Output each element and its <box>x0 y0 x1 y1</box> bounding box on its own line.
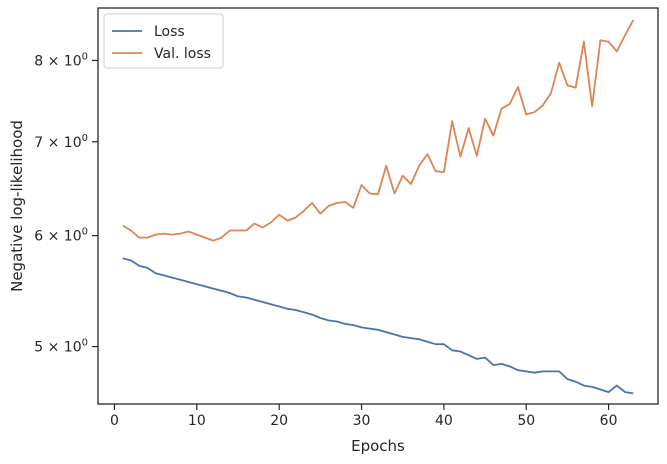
x-tick-label: 40 <box>435 413 453 429</box>
x-tick-label: 30 <box>353 413 371 429</box>
x-tick-label: 0 <box>110 413 119 429</box>
y-tick-label: 8 × 100 <box>34 51 88 69</box>
y-tick-label: 6 × 100 <box>34 227 88 245</box>
y-axis-ticks: 5 × 100 6 × 100 7 × 100 8 × 100 <box>34 51 98 356</box>
x-axis-ticks: 0 10 20 30 40 50 60 <box>110 404 618 429</box>
legend-label-val-loss: Val. loss <box>154 46 211 62</box>
x-tick-label: 50 <box>517 413 535 429</box>
y-tick-label: 5 × 100 <box>34 338 88 356</box>
legend-label-loss: Loss <box>154 24 185 40</box>
x-tick-label: 60 <box>600 413 618 429</box>
y-tick-label: 7 × 100 <box>34 133 88 151</box>
x-tick-label: 10 <box>188 413 206 429</box>
series-line-loss <box>122 257 634 395</box>
legend-box <box>103 13 224 69</box>
x-tick-label: 20 <box>270 413 288 429</box>
plot-lines <box>122 19 635 395</box>
y-axis-label: Negative log-likelihood <box>8 120 26 292</box>
axes-frame <box>97 7 659 405</box>
legend: Loss Val. loss <box>103 13 224 69</box>
x-axis-label: Epochs <box>351 437 405 455</box>
series-line-val-loss <box>122 19 635 242</box>
